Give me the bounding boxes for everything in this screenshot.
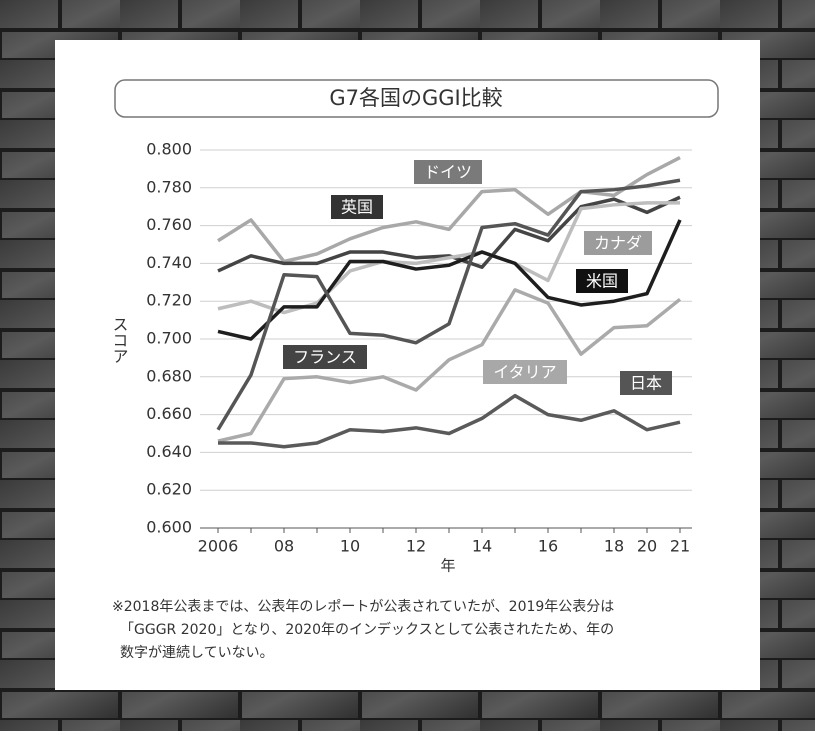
x-tick-label: 20 bbox=[637, 537, 657, 556]
legend-label: カナダ bbox=[594, 234, 642, 253]
legend-label: 英国 bbox=[341, 198, 373, 217]
y-tick-label: 0.720 bbox=[146, 291, 192, 310]
legend-label: ドイツ bbox=[424, 163, 472, 182]
card bbox=[55, 40, 760, 690]
legend-label: フランス bbox=[293, 348, 357, 367]
y-tick-label: 0.640 bbox=[146, 442, 192, 461]
y-tick-label: 0.660 bbox=[146, 404, 192, 423]
legend-item: 英国 bbox=[331, 195, 383, 219]
chart-title: G7各国のGGI比較 bbox=[329, 86, 502, 110]
x-tick-label: 16 bbox=[538, 537, 558, 556]
x-tick-label: 10 bbox=[340, 537, 360, 556]
x-tick-label: 08 bbox=[274, 537, 294, 556]
legend-item: 日本 bbox=[620, 371, 672, 395]
y-tick-label: 0.780 bbox=[146, 177, 192, 196]
legend-item: フランス bbox=[283, 345, 367, 369]
legend-item: 米国 bbox=[576, 269, 628, 293]
y-tick-label: 0.760 bbox=[146, 215, 192, 234]
x-tick-label: 14 bbox=[472, 537, 492, 556]
note-line: 「GGGR 2020」となり、2020年のインデックスとして公表されたため、年の bbox=[120, 621, 614, 638]
page: G7各国のGGI比較 スコア 年 ※2018年公表までは、公表年のレポートが公表… bbox=[0, 0, 815, 731]
y-tick-label: 0.700 bbox=[146, 329, 192, 348]
x-tick-label: 12 bbox=[406, 537, 426, 556]
legend-item: カナダ bbox=[584, 231, 652, 255]
x-tick-label: 21 bbox=[670, 537, 690, 556]
y-tick-label: 0.600 bbox=[146, 518, 192, 537]
chart: G7各国のGGI比較 スコア 年 ※2018年公表までは、公表年のレポートが公表… bbox=[0, 0, 815, 731]
legend-label: 米国 bbox=[586, 272, 618, 291]
legend-item: ドイツ bbox=[414, 160, 482, 184]
y-tick-label: 0.800 bbox=[146, 140, 192, 159]
note-line: 数字が連続していない。 bbox=[120, 644, 274, 661]
x-axis-label: 年 bbox=[440, 557, 455, 575]
note-line: ※2018年公表までは、公表年のレポートが公表されていたが、2019年公表分は bbox=[112, 599, 614, 615]
x-tick-label: 2006 bbox=[198, 537, 239, 556]
legend-label: 日本 bbox=[630, 374, 662, 393]
y-tick-label: 0.740 bbox=[146, 253, 192, 272]
legend-label: イタリア bbox=[493, 363, 556, 382]
y-tick-label: 0.620 bbox=[146, 480, 192, 499]
y-tick-label: 0.680 bbox=[146, 366, 192, 385]
legend-item: イタリア bbox=[483, 360, 567, 384]
x-tick-label: 18 bbox=[604, 537, 624, 556]
y-axis-label: スコア bbox=[110, 316, 129, 364]
